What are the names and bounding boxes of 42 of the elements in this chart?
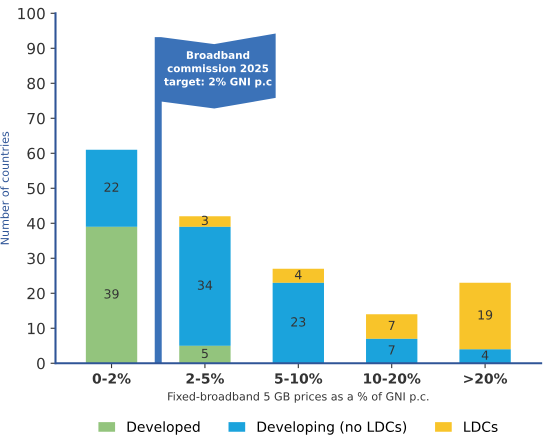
bar — [179, 226, 231, 346]
data-label: 23 — [291, 317, 306, 327]
bar — [179, 216, 231, 227]
bar — [366, 314, 418, 339]
x-tick-label: 10-20% — [364, 373, 420, 384]
bar — [86, 150, 138, 227]
bar — [366, 338, 418, 364]
y-tick-label: 60 — [27, 148, 45, 160]
y-tick-label: 50 — [28, 182, 45, 194]
bar — [272, 268, 324, 283]
x-tick-label: 0-2% — [92, 373, 131, 384]
y-tick-label: 80 — [27, 78, 45, 90]
legend-label: Developed — [128, 421, 200, 435]
y-tick-label: 30 — [28, 252, 45, 264]
x-tick-label: 5-10% — [275, 373, 322, 384]
legend-label: Developing (no LDCs) — [258, 421, 406, 435]
bar — [459, 282, 511, 350]
data-label: 5 — [202, 348, 208, 358]
y-axis-title: Number of countries — [0, 132, 9, 244]
y-tick-label: 20 — [27, 288, 45, 300]
data-label: 34 — [198, 280, 212, 290]
data-label: 19 — [478, 310, 492, 320]
x-tick-label: 2-5% — [186, 373, 224, 384]
data-label: 7 — [388, 345, 395, 354]
x-tick-label: >20% — [464, 373, 508, 384]
data-label: 7 — [388, 320, 395, 330]
y-tick-label: 40 — [27, 218, 45, 230]
y-tick-label: 10 — [28, 322, 45, 334]
x-axis-title: Fixed-broadband 5 GB prices as a % of GNI p.c. — [168, 392, 428, 403]
data-label: 39 — [104, 289, 119, 299]
data-label: 3 — [202, 216, 208, 226]
data-label: 4 — [294, 270, 302, 280]
data-label: 22 — [104, 182, 118, 192]
y-tick-label: 70 — [28, 112, 45, 124]
bar — [86, 226, 138, 364]
annotation: Broadband commission 2025 target: 2% GNI p.c — [164, 50, 272, 88]
bar — [272, 282, 324, 364]
y-tick-label: 0 — [37, 358, 45, 370]
data-label: 4 — [482, 350, 488, 360]
y-tick-label: 100 — [18, 8, 45, 20]
y-tick-label: 90 — [27, 42, 45, 54]
legend-label: LDCs — [464, 422, 498, 432]
